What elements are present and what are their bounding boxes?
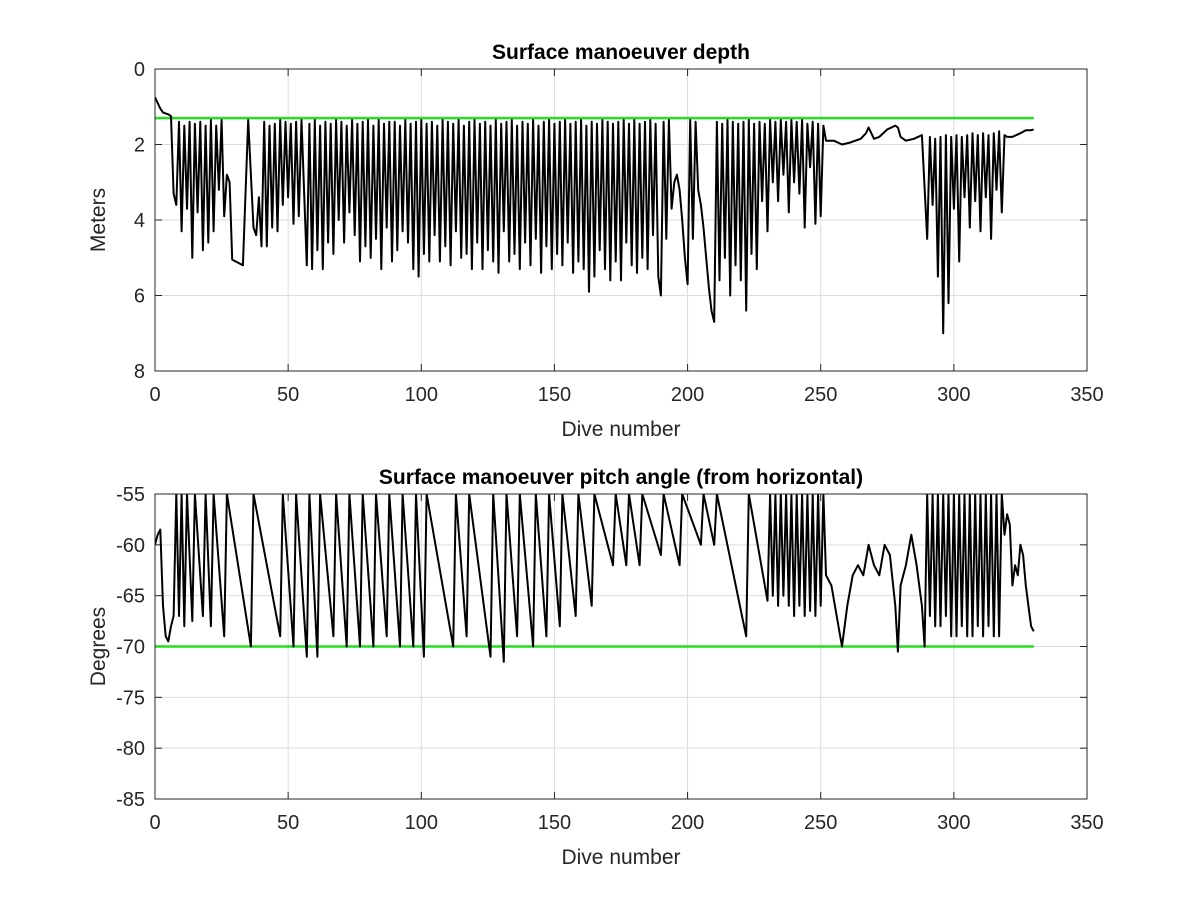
x-tick-label: 50	[277, 384, 299, 406]
y-tick-label: 6	[134, 286, 145, 308]
x-tick-label: 250	[804, 812, 837, 834]
axes-box-pitch	[154, 493, 1088, 800]
x-tick-label: 350	[1070, 812, 1103, 834]
y-tick-label: 2	[134, 135, 145, 157]
y-axis-label: Meters	[87, 188, 110, 252]
x-axis-label: Dive number	[561, 418, 680, 441]
series-pitch	[155, 494, 1035, 663]
chart-depth: 0 50 100 150 200 250 300 350 0 2 4 6 8 Surface manoe…	[87, 41, 1104, 441]
y-tick-label: -70	[116, 637, 145, 659]
ticks-depth: 0 50 100 150 200 250 300 350 0 2 4 6 8	[134, 59, 1104, 406]
axes-box-depth	[154, 68, 1088, 372]
series-line	[155, 494, 1035, 663]
y-tick-label: 4	[134, 210, 145, 232]
x-tick-label: 50	[277, 812, 299, 834]
chart-title: Surface manoeuver pitch angle (from hori…	[379, 466, 863, 489]
x-tick-label: 150	[538, 384, 571, 406]
y-tick-label: 8	[134, 361, 145, 383]
x-axis-label: Dive number	[561, 846, 680, 869]
y-tick-label: -65	[116, 586, 145, 608]
x-tick-label: 200	[671, 384, 704, 406]
x-tick-label: 250	[804, 384, 837, 406]
series-line	[155, 96, 1034, 335]
y-tick-label: -85	[116, 789, 145, 811]
x-tick-label: 0	[149, 384, 160, 406]
x-tick-label: 100	[405, 384, 438, 406]
y-axis-label: Degrees	[87, 607, 110, 686]
x-tick-label: 200	[671, 812, 704, 834]
x-tick-label: 100	[405, 812, 438, 834]
x-tick-label: 300	[937, 384, 970, 406]
x-tick-label: 350	[1070, 384, 1103, 406]
x-tick-label: 0	[149, 812, 160, 834]
chart-title: Surface manoeuver depth	[492, 41, 750, 64]
series-depth	[155, 96, 1034, 335]
y-tick-label: 0	[134, 59, 145, 81]
chart-pitch: 0 50 100 150 200 250 300 350 -55 -60 -65 -70 -75 -80 -…	[87, 466, 1104, 869]
x-tick-label: 300	[937, 812, 970, 834]
ticks-pitch: 0 50 100 150 200 250 300 350 -55 -60 -65 -70 -75 -80 -…	[116, 484, 1104, 834]
y-tick-label: -55	[116, 484, 145, 506]
y-tick-label: -60	[116, 535, 145, 557]
x-tick-label: 150	[538, 812, 571, 834]
y-tick-label: -80	[116, 738, 145, 760]
y-tick-label: -75	[116, 687, 145, 709]
